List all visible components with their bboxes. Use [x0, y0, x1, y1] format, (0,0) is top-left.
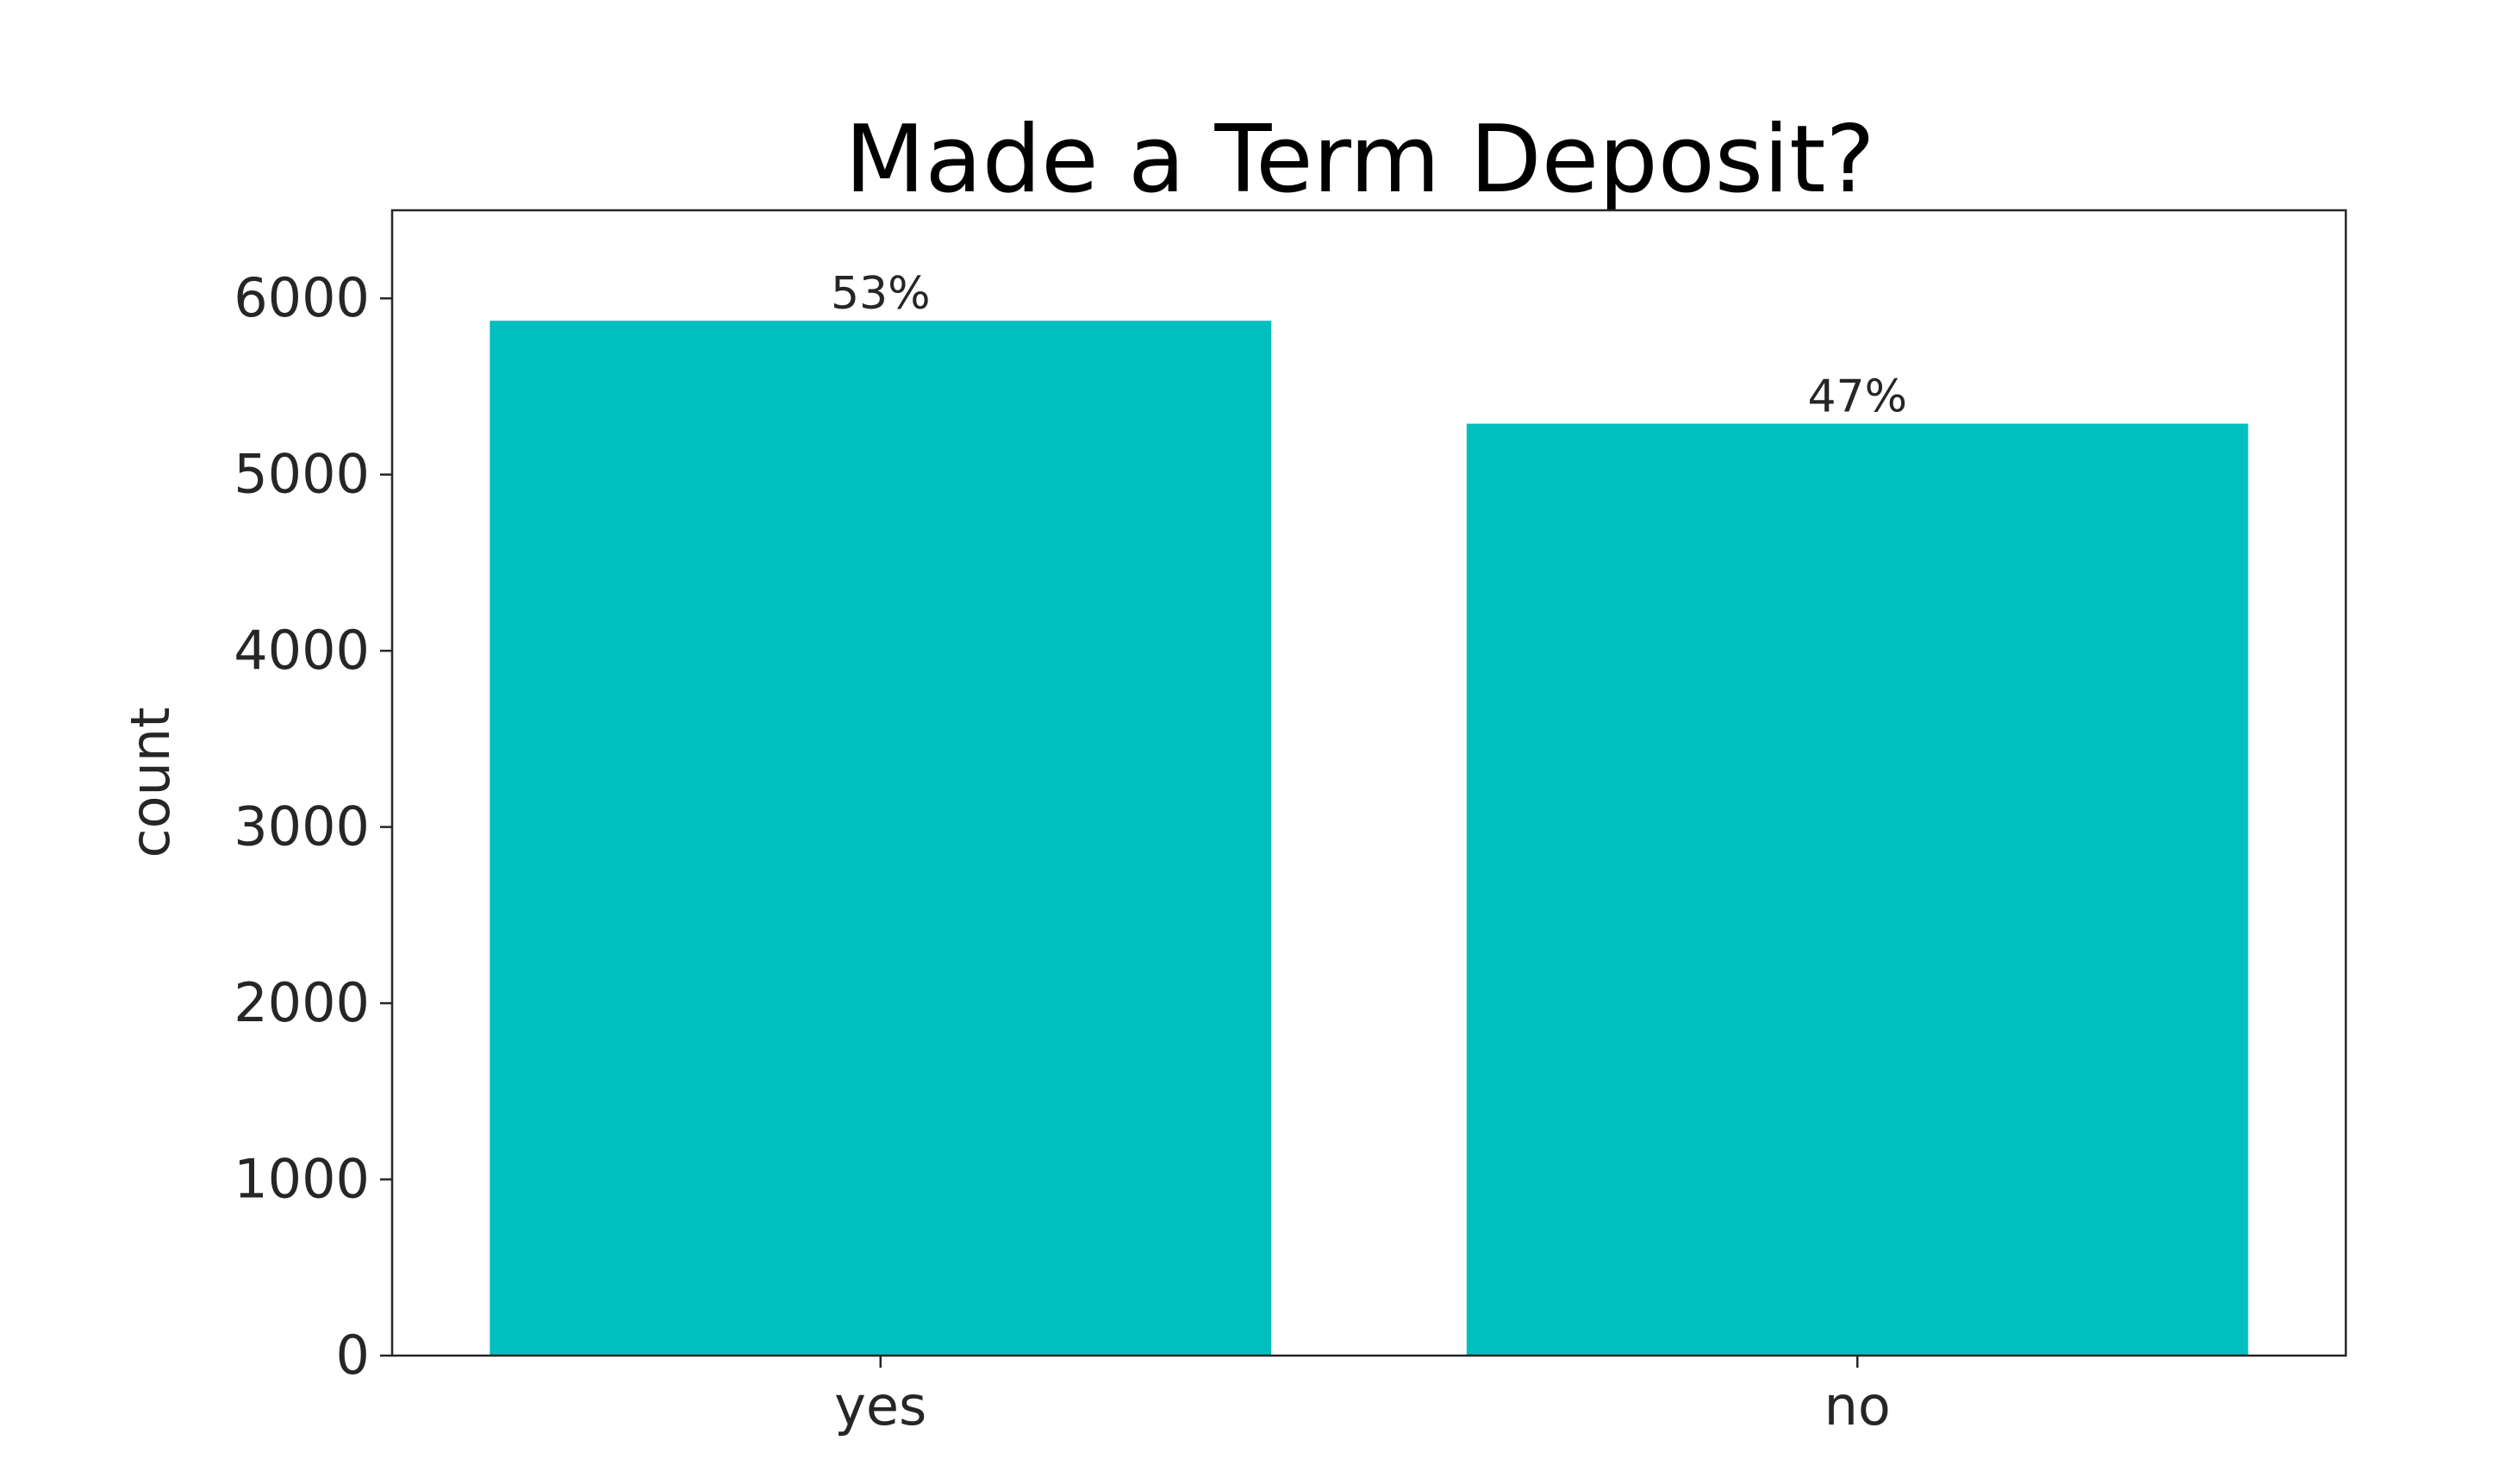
y-tick-label-6000: 6000 — [234, 266, 370, 329]
plot-area: 53% yes 47% no 0 1000 2000 3000 4000 5000 6000 — [234, 209, 2348, 1437]
y-tick-label-2000: 2000 — [234, 971, 370, 1034]
chart-title: Made a Term Deposit? — [845, 106, 1875, 214]
x-tick-label-yes: yes — [834, 1375, 926, 1437]
y-axis-label: count — [119, 708, 182, 858]
y-tick-label-4000: 4000 — [234, 619, 370, 682]
x-tick-label-no: no — [1824, 1375, 1891, 1437]
y-tick-label-5000: 5000 — [234, 443, 370, 506]
axes-frame — [390, 209, 2348, 1357]
bar-yes — [490, 321, 1272, 1356]
y-tick-label-3000: 3000 — [234, 795, 370, 858]
y-tick-label-1000: 1000 — [234, 1148, 370, 1211]
bar-label-no: 47% — [1807, 371, 1907, 423]
bar-label-yes: 53% — [831, 268, 931, 320]
y-tick-label-0: 0 — [336, 1324, 370, 1387]
bar-no — [1466, 423, 2248, 1356]
